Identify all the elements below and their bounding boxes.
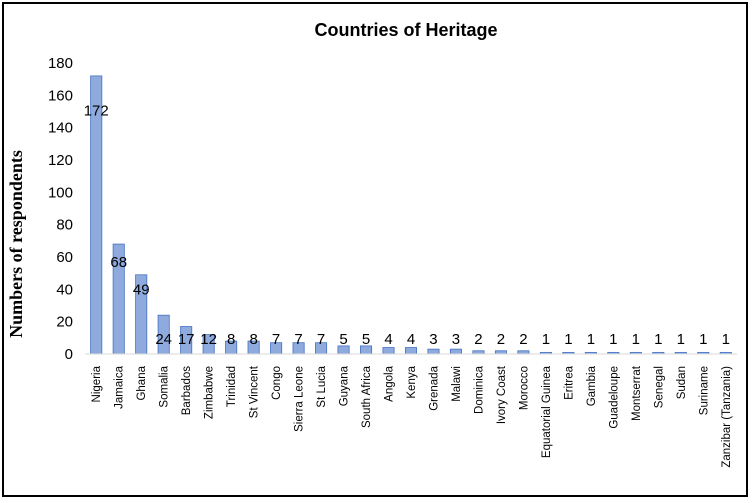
x-tick-label: Zanzibar (Tanzania) xyxy=(721,366,733,468)
data-label: 1 xyxy=(654,331,662,348)
data-label: 12 xyxy=(200,331,217,348)
x-tick-label: Zimbabwe xyxy=(204,366,216,419)
data-label: 4 xyxy=(407,331,415,348)
y-axis: 0 20 40 60 80 100 120 140 160 180 xyxy=(48,55,73,363)
data-label: 1 xyxy=(609,331,617,348)
data-label: 1 xyxy=(699,331,707,348)
data-label: 3 xyxy=(452,331,460,348)
y-tick-label: 80 xyxy=(56,217,73,234)
data-label: 7 xyxy=(294,331,302,348)
chart-title: Countries of Heritage xyxy=(314,20,497,40)
data-label: 3 xyxy=(429,331,437,348)
x-tick-label: Suriname xyxy=(698,366,710,415)
x-tick-label: Gambia xyxy=(586,365,598,406)
x-tick-label: Trinidad xyxy=(226,366,238,407)
x-tick-label: Congo xyxy=(271,366,283,400)
y-tick-label: 140 xyxy=(48,120,73,137)
x-tick-label: Ghana xyxy=(136,365,148,400)
data-label: 8 xyxy=(249,331,257,348)
x-tick-label: Barbados xyxy=(181,366,193,415)
x-tick-label: St Lucia xyxy=(316,365,328,407)
data-label: 1 xyxy=(587,331,595,348)
y-tick-label: 100 xyxy=(48,184,73,201)
x-tick-label: Senegal xyxy=(653,366,665,408)
data-label: 1 xyxy=(722,331,730,348)
data-label: 2 xyxy=(497,331,505,348)
x-tick-label: Kenya xyxy=(406,365,418,398)
x-tick-label: Montserrat xyxy=(631,365,643,421)
bar xyxy=(427,348,440,355)
data-label: 7 xyxy=(272,331,280,348)
x-tick-label: Equatorial Guinea xyxy=(541,365,553,458)
data-label: 49 xyxy=(133,282,150,299)
data-label: 5 xyxy=(339,331,347,348)
x-tick-label: Jamaica xyxy=(114,365,126,408)
bar xyxy=(449,348,462,355)
x-tick-label: Sierra Leone xyxy=(294,366,306,432)
x-tick-label: Somalia xyxy=(159,365,171,407)
y-tick-label: 160 xyxy=(48,87,73,104)
x-tick-label: Malawi xyxy=(451,366,463,402)
data-label: 7 xyxy=(317,331,325,348)
data-label: 4 xyxy=(384,331,392,348)
x-tick-label: Ivory Coast xyxy=(496,365,508,424)
x-tick-label: Guyana xyxy=(339,365,351,406)
data-label: 24 xyxy=(155,331,172,348)
data-label: 17 xyxy=(178,331,195,348)
y-tick-label: 120 xyxy=(48,152,73,169)
y-tick-label: 0 xyxy=(65,346,73,363)
x-tick-label: Grenada xyxy=(428,365,440,410)
x-tick-label: Angola xyxy=(384,365,396,401)
y-tick-label: 20 xyxy=(56,314,73,331)
data-label: 1 xyxy=(564,331,572,348)
data-label: 172 xyxy=(84,103,109,120)
y-tick-label: 60 xyxy=(56,249,73,266)
y-tick-label: 40 xyxy=(56,281,73,298)
x-axis-labels: Nigeria Jamaica Ghana Somalia Barbados Zimbab… xyxy=(91,365,733,467)
y-tick-label: 180 xyxy=(48,55,73,72)
data-label: 68 xyxy=(110,254,127,271)
data-label: 2 xyxy=(474,331,482,348)
x-tick-label: Nigeria xyxy=(91,365,103,402)
data-label: 2 xyxy=(519,331,527,348)
data-label: 1 xyxy=(677,331,685,348)
x-tick-label: Sudan xyxy=(676,366,688,399)
x-tick-label: Dominica xyxy=(473,365,485,414)
x-tick-label: Eritrea xyxy=(563,365,575,399)
x-tick-label: Guadeloupe xyxy=(608,366,620,429)
bar xyxy=(404,347,418,355)
chart-frame: Numbers of respondents xyxy=(2,2,748,497)
bar xyxy=(382,347,395,355)
data-label: 5 xyxy=(362,331,370,348)
data-label: 1 xyxy=(542,331,550,348)
data-label: 1 xyxy=(632,331,640,348)
data-label: 8 xyxy=(227,331,235,348)
x-tick-label: St Vincent xyxy=(249,365,261,418)
x-tick-label: Morocco xyxy=(518,366,530,410)
x-tick-label: South Africa xyxy=(361,365,373,428)
